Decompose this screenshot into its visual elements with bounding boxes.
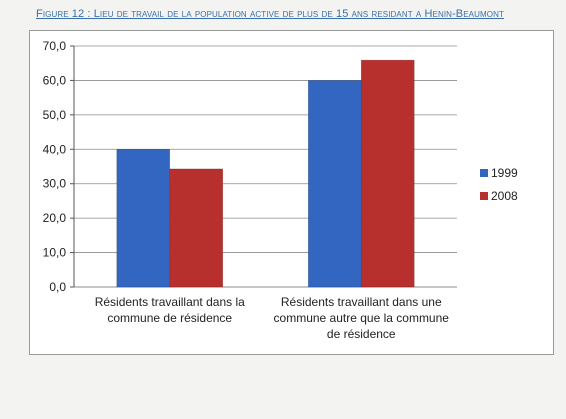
y-tick-label: 20,0 — [43, 211, 67, 225]
y-tick-label: 60,0 — [43, 73, 67, 87]
bar-1999-2 — [307, 80, 362, 288]
category-label: commune autre que la commune — [274, 311, 450, 325]
y-tick-label: 10,0 — [43, 246, 67, 260]
category-label: de résidence — [327, 327, 396, 341]
chart-frame: 0,0 10,0 20,0 30,0 40,0 50,0 60,0 70,0 Résidents… — [29, 30, 554, 355]
figure-title: Figure 12 : Lieu de travail de la popula… — [36, 8, 504, 20]
legend-swatch-2008 — [480, 192, 488, 200]
y-tick-label: 50,0 — [43, 108, 67, 122]
y-tick-label: 0,0 — [49, 280, 66, 294]
category-label: Résidents travaillant dans la — [95, 295, 245, 309]
legend-label-1999: 1999 — [491, 166, 518, 180]
bar-chart: 0,0 10,0 20,0 30,0 40,0 50,0 60,0 70,0 Résidents… — [43, 39, 518, 341]
legend-label-2008: 2008 — [491, 189, 518, 203]
y-tick-label: 40,0 — [43, 142, 67, 156]
legend-swatch-1999 — [480, 169, 488, 177]
y-tick-label: 30,0 — [43, 177, 67, 191]
category-label: Résidents travaillant dans une — [281, 295, 442, 309]
bar-1999-1 — [116, 148, 171, 288]
bar-2008-1 — [169, 168, 224, 288]
bar-2008-2 — [360, 59, 415, 288]
y-tick-label: 70,0 — [43, 39, 67, 53]
category-label: commune de résidence — [107, 311, 232, 325]
